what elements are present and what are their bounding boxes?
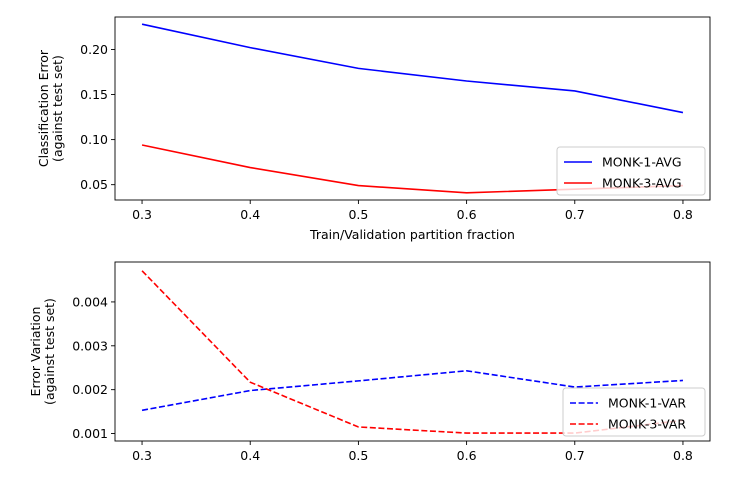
y-axis-label: Classification Error(against test set) — [36, 49, 65, 167]
y-tick-label: 0.15 — [80, 87, 108, 102]
y-tick-label: 0.10 — [80, 132, 108, 147]
legend-entry-label: MONK-1-VAR — [608, 396, 686, 411]
legend-box — [562, 387, 706, 437]
y-axis-label: Error Variation(against test set) — [28, 298, 57, 405]
x-tick-label: 0.5 — [348, 448, 368, 463]
x-tick-label: 0.4 — [240, 448, 260, 463]
legend: MONK-1-AVG MONK-3-AVG — [556, 146, 706, 196]
x-tick-label: 0.3 — [132, 207, 152, 222]
axes-frame — [114, 261, 711, 442]
x-tick-label: 0.6 — [457, 448, 477, 463]
x-tick-label: 0.8 — [673, 207, 693, 222]
x-tick-label: 0.8 — [673, 448, 693, 463]
x-tick-label: 0.7 — [565, 448, 585, 463]
legend-entry-label: MONK-1-AVG — [602, 155, 682, 170]
y-tick-label: 0.004 — [72, 294, 108, 309]
legend-entry-label: MONK-3-VAR — [608, 417, 686, 432]
x-axis-label: Train/Validation partition fraction — [309, 227, 515, 242]
y-tick-label: 0.003 — [72, 338, 108, 353]
y-tick-label: 0.002 — [72, 382, 108, 397]
panel-error-variation: 0.3 0.4 0.5 0.6 0.7 0.8 0.001 0.002 0.003 0.004 Er… — [28, 261, 711, 463]
legend: MONK-1-VAR MONK-3-VAR — [562, 387, 706, 437]
axes-frame — [114, 16, 711, 201]
x-tick-label: 0.5 — [348, 207, 368, 222]
x-tick-label: 0.7 — [565, 207, 585, 222]
panel-classification-error: 0.3 0.4 0.5 0.6 0.7 0.8 0.05 0.10 0.15 0.20 Train/… — [36, 16, 711, 242]
y-tick-label: 0.20 — [80, 42, 108, 57]
y-tick-label: 0.05 — [80, 177, 108, 192]
y-tick-label: 0.001 — [72, 426, 108, 441]
series-line-monk-3-var — [141, 270, 684, 434]
x-tick-label: 0.4 — [240, 207, 260, 222]
x-tick-label: 0.3 — [132, 448, 152, 463]
x-tick-label: 0.6 — [457, 207, 477, 222]
series-line-monk-1-var — [141, 369, 683, 412]
series-line-monk-1-avg — [141, 23, 684, 114]
legend-entry-label: MONK-3-AVG — [602, 176, 682, 191]
legend-box — [556, 146, 706, 196]
